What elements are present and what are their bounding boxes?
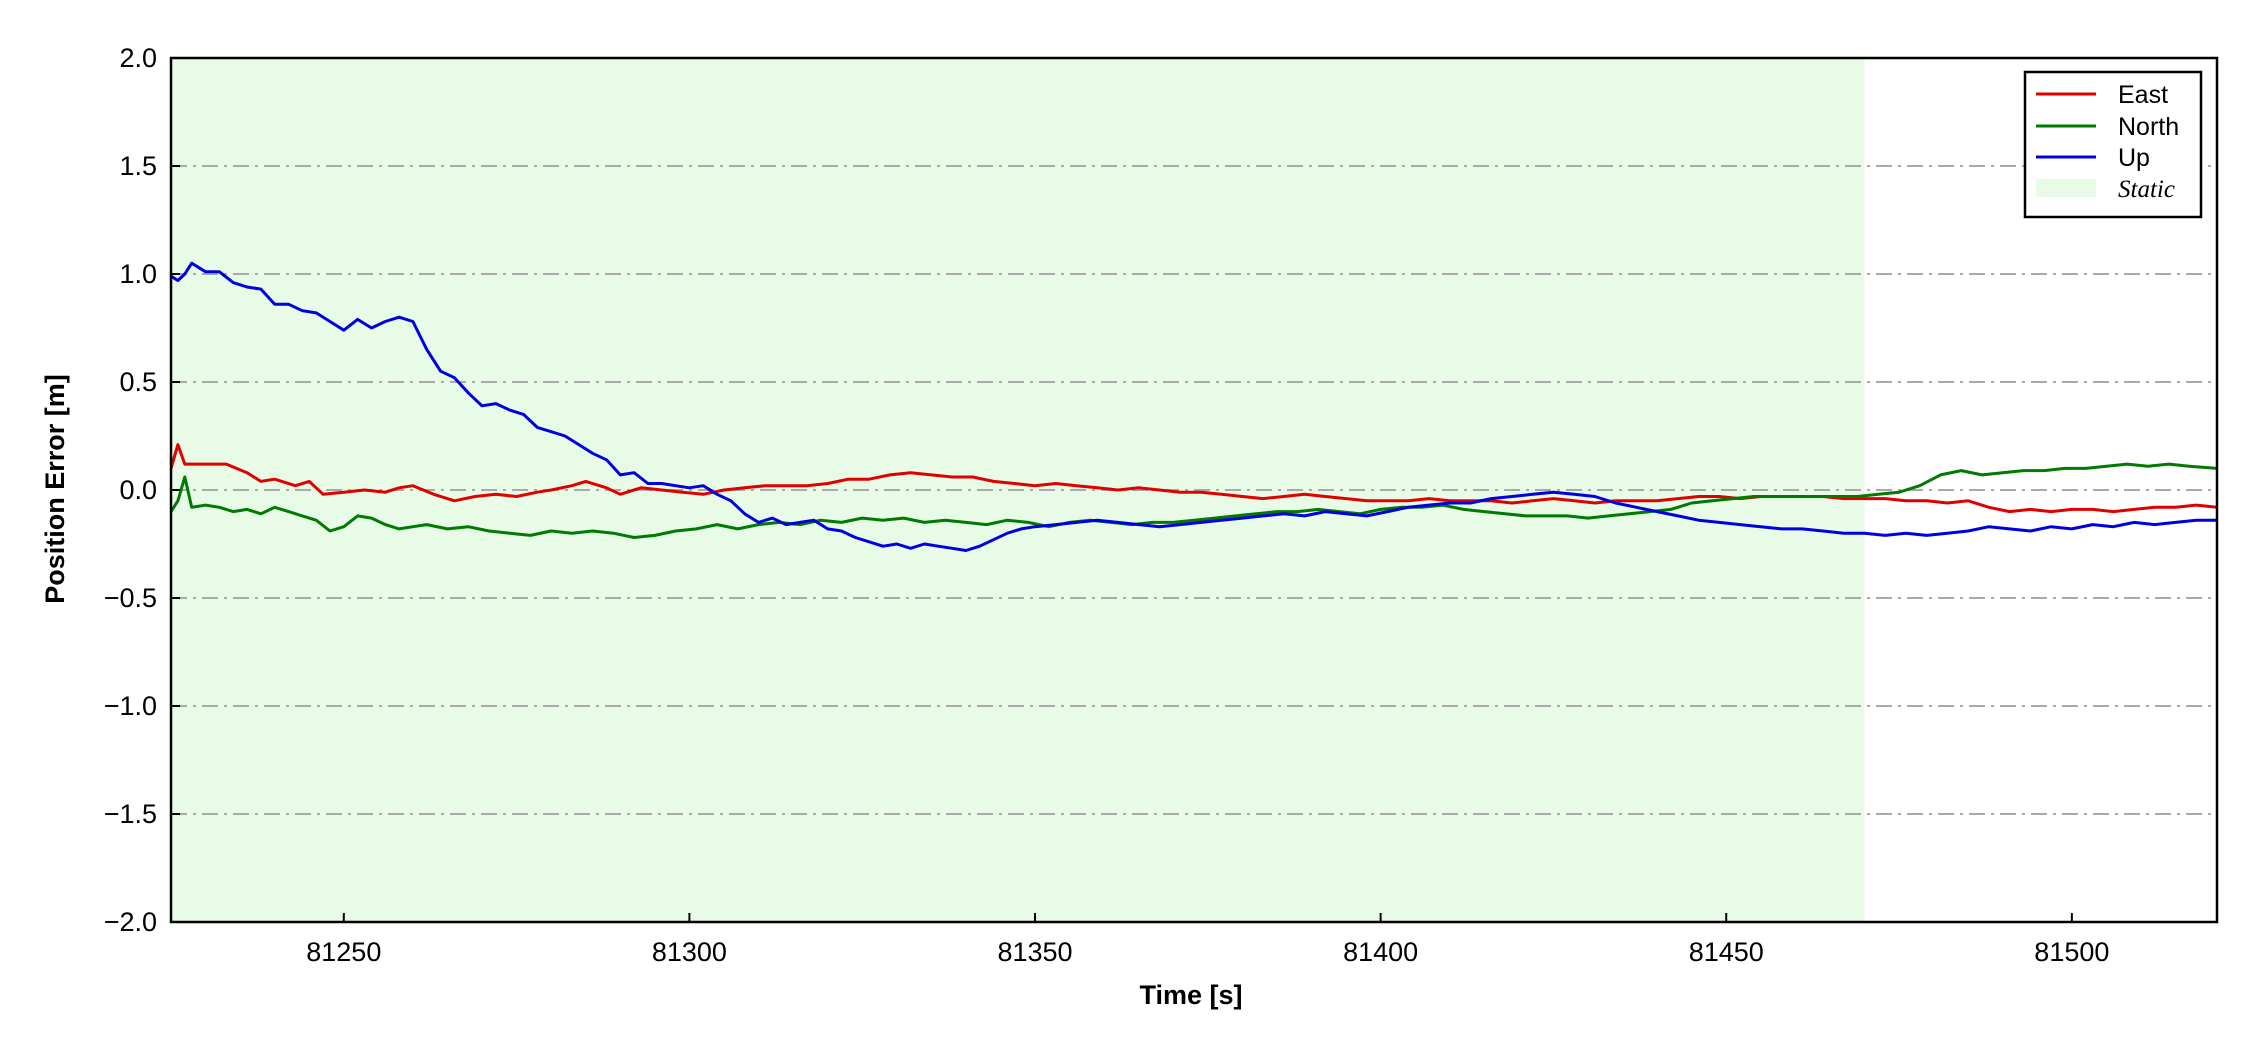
ticks-layer: 2.0 1.5 1.0 0.5 0.0 −0.5 −1.0 −1.5 −2.0 81250 8130…: [104, 43, 2110, 967]
x-tick-label-3: 81400: [1343, 937, 1418, 967]
series-line-up: [171, 261, 2217, 552]
y-tick-label-0: 2.0: [119, 43, 157, 73]
y-tick-label-4: 0.0: [119, 475, 157, 505]
x-tick-label-1: 81300: [652, 937, 727, 967]
grid-layer: [171, 165, 2217, 815]
x-tick-label-2: 81350: [997, 937, 1072, 967]
legend-east-label: East: [2118, 81, 2168, 109]
x-tick-label-4: 81450: [1689, 937, 1764, 967]
x-axis-title: Time [s]: [1139, 980, 1242, 1010]
y-axis-title: Position Error [m]: [40, 374, 70, 604]
y-tick-label-1: 1.5: [119, 151, 157, 181]
series-layer: [171, 261, 2217, 552]
x-tick-label-5: 81500: [2034, 937, 2109, 967]
series-line-east: [171, 443, 2217, 514]
legend-up-label: Up: [2118, 144, 2150, 172]
y-tick-label-2: 1.0: [119, 259, 157, 289]
legend-static-swatch: [2036, 179, 2096, 197]
legend: East North Up Static: [2023, 70, 2203, 219]
x-tick-label-0: 81250: [306, 937, 381, 967]
y-tick-label-7: −1.5: [104, 799, 157, 829]
y-tick-label-6: −1.0: [104, 691, 157, 721]
y-tick-label-5: −0.5: [104, 583, 157, 613]
legend-static-label: Static: [2118, 176, 2175, 203]
legend-north-label: North: [2118, 113, 2179, 141]
y-tick-label-3: 0.5: [119, 367, 157, 397]
y-tick-label-8: −2.0: [104, 907, 157, 937]
